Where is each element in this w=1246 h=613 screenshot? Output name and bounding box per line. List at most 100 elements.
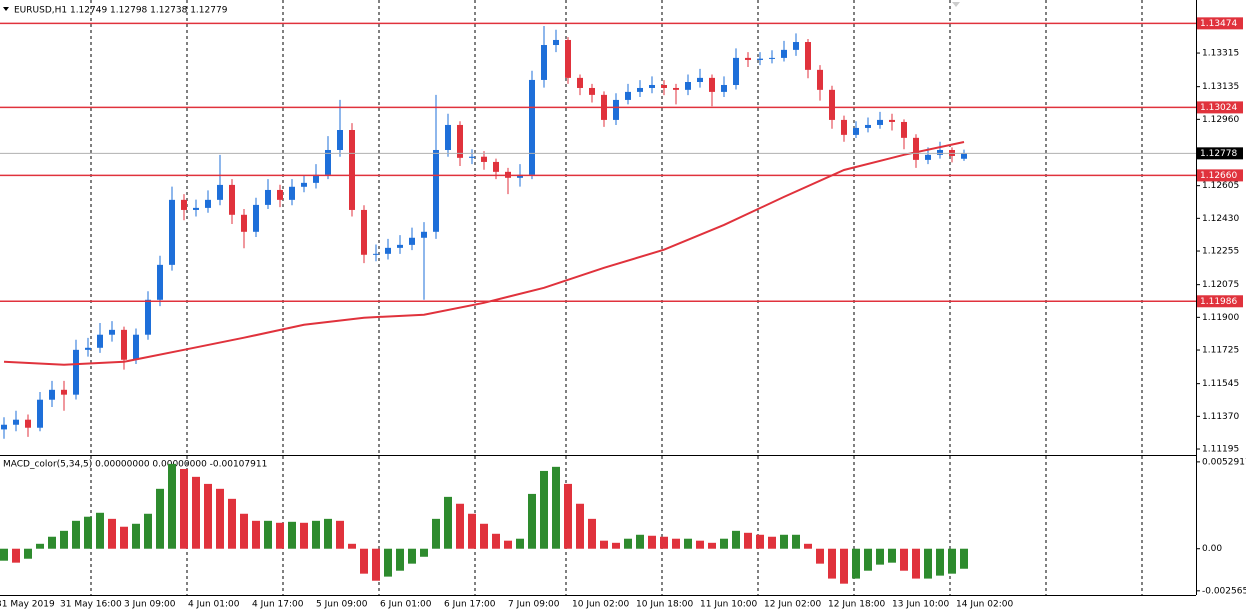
candle-body bbox=[721, 84, 727, 92]
y-tick-label: 0.0052917 bbox=[1202, 457, 1246, 467]
macd-bar bbox=[576, 503, 584, 549]
candle-body bbox=[541, 45, 547, 80]
candle-body bbox=[373, 253, 379, 255]
price-level-label: 1.13474 bbox=[1200, 19, 1237, 29]
macd-bar bbox=[672, 538, 680, 549]
macd-bar bbox=[252, 520, 260, 549]
candle-body bbox=[25, 419, 31, 428]
y-tick-label: 1.12075 bbox=[1202, 280, 1239, 290]
x-tick-label: 3 Jun 09:00 bbox=[124, 600, 176, 610]
candle-body bbox=[769, 57, 775, 59]
macd-bar bbox=[108, 518, 116, 549]
candle-body bbox=[157, 264, 163, 300]
candle-body bbox=[217, 184, 223, 200]
candle-body bbox=[817, 69, 823, 90]
y-tick-label: -0.002565 bbox=[1202, 586, 1246, 596]
macd-bar bbox=[204, 483, 212, 549]
candle-body bbox=[61, 389, 67, 395]
macd-bar bbox=[192, 476, 200, 549]
candle-body bbox=[793, 42, 799, 50]
candle-body bbox=[961, 153, 967, 159]
macd-bar bbox=[72, 520, 80, 549]
x-tick-label: 12 Jun 02:00 bbox=[764, 600, 821, 610]
price-level-box bbox=[1197, 169, 1243, 182]
candle-body bbox=[481, 156, 487, 162]
x-tick-label: 7 Jun 09:00 bbox=[508, 600, 560, 610]
price-level-box bbox=[1197, 17, 1243, 30]
candle-body bbox=[277, 189, 283, 200]
candle-body bbox=[397, 244, 403, 248]
candle-body bbox=[433, 149, 439, 232]
macd-bar bbox=[612, 542, 620, 549]
candle-body bbox=[49, 389, 55, 400]
macd-bar bbox=[384, 548, 392, 577]
macd-bar bbox=[144, 513, 152, 549]
price-level-label: 1.11986 bbox=[1200, 297, 1237, 307]
y-tick-label: 0.00 bbox=[1202, 544, 1222, 554]
candle-body bbox=[181, 199, 187, 210]
macd-bar bbox=[552, 466, 560, 549]
macd-bar bbox=[696, 540, 704, 549]
macd-bar bbox=[912, 548, 920, 579]
candle-body bbox=[97, 334, 103, 348]
macd-bar bbox=[12, 548, 20, 563]
macd-bar bbox=[924, 548, 932, 579]
macd-bar bbox=[276, 522, 284, 549]
candle-body bbox=[685, 81, 691, 90]
macd-title: MACD_color(5,34,5) 0.00000000 0.00000000… bbox=[3, 460, 267, 470]
macd-bar bbox=[168, 463, 176, 549]
macd-bar bbox=[540, 470, 548, 549]
macd-bar bbox=[840, 548, 848, 584]
macd-bar bbox=[768, 536, 776, 549]
macd-bar bbox=[588, 518, 596, 549]
y-tick-label: 1.12430 bbox=[1202, 214, 1239, 224]
x-tick-label: 14 Jun 02:00 bbox=[956, 600, 1013, 610]
candle-body bbox=[553, 39, 559, 46]
macd-bar bbox=[456, 503, 464, 549]
x-tick-label: 10 Jun 02:00 bbox=[572, 600, 629, 610]
macd-bar bbox=[408, 548, 416, 564]
candle-body bbox=[361, 209, 367, 255]
moving-average bbox=[3, 141, 965, 366]
x-tick-label: 13 Jun 10:00 bbox=[892, 600, 949, 610]
macd-bar bbox=[648, 535, 656, 549]
macd-bar bbox=[876, 548, 884, 565]
candle-body bbox=[205, 199, 211, 208]
macd-bar bbox=[420, 548, 428, 557]
y-tick-label: 1.13315 bbox=[1202, 49, 1239, 59]
x-tick-label: 6 Jun 01:00 bbox=[380, 600, 432, 610]
macd-bar bbox=[720, 538, 728, 549]
macd-bar bbox=[396, 548, 404, 571]
macd-bar bbox=[156, 488, 164, 549]
macd-bar bbox=[828, 548, 836, 579]
candle-body bbox=[697, 77, 703, 82]
macd-bar bbox=[900, 548, 908, 571]
candle-body bbox=[169, 199, 175, 265]
candle-body bbox=[301, 182, 307, 187]
macd-bar bbox=[960, 548, 968, 569]
candle-body bbox=[445, 124, 451, 150]
candle-body bbox=[841, 119, 847, 135]
candle-body bbox=[73, 349, 79, 395]
candle-body bbox=[625, 91, 631, 100]
macd-bar bbox=[120, 526, 128, 549]
candle-body bbox=[109, 329, 115, 335]
candle-body bbox=[853, 127, 859, 135]
y-tick-label: 1.11370 bbox=[1202, 412, 1239, 422]
candle-body bbox=[1, 424, 7, 430]
candle-body bbox=[349, 130, 355, 210]
macd-bar bbox=[312, 520, 320, 549]
shift-marker bbox=[952, 2, 960, 7]
macd-bar bbox=[528, 493, 536, 549]
candle-body bbox=[529, 79, 535, 175]
macd-bar bbox=[708, 542, 716, 549]
macd-bar bbox=[60, 530, 68, 549]
macd-bar bbox=[288, 521, 296, 549]
macd-bar bbox=[84, 516, 92, 549]
x-tick-label: 4 Jun 17:00 bbox=[252, 600, 304, 610]
macd-bar bbox=[240, 513, 248, 549]
macd-bar bbox=[792, 534, 800, 549]
x-tick-label: 31 May 16:00 bbox=[60, 600, 122, 610]
current-price-box bbox=[1197, 147, 1243, 160]
macd-bar bbox=[48, 536, 56, 549]
